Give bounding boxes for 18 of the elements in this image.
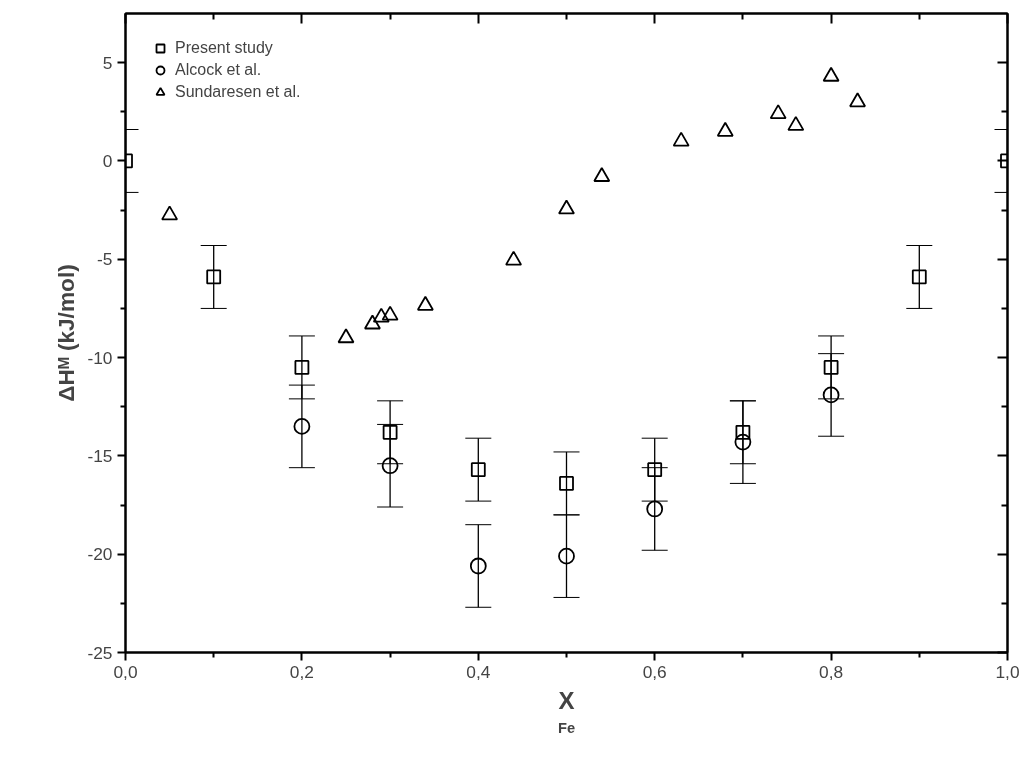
legend-label: Alcock et al. xyxy=(175,61,262,79)
legend-label: Sundaresen et al. xyxy=(175,83,301,101)
x-tick-label: 0,8 xyxy=(819,661,844,682)
x-tick-label: 0,0 xyxy=(113,661,138,682)
x-tick-label: 0,4 xyxy=(466,661,491,682)
y-axis-title: ΔHᴹ (kJ/mol) xyxy=(53,264,80,402)
y-tick-label: 0 xyxy=(102,150,113,171)
x-tick-label: 0,6 xyxy=(642,661,667,682)
y-tick-label: -5 xyxy=(97,249,113,270)
x-tick-label: 0,2 xyxy=(289,661,314,682)
x-tick-label: 1,0 xyxy=(995,661,1020,682)
y-tick-label: -10 xyxy=(87,347,113,368)
y-tick-label: -15 xyxy=(87,445,113,466)
legend-label: Present study xyxy=(175,39,273,57)
y-tick-label: 5 xyxy=(102,52,113,73)
y-tick-label: -25 xyxy=(87,642,113,663)
x-axis-title: XFe xyxy=(557,686,576,736)
y-tick-label: -20 xyxy=(87,544,113,565)
